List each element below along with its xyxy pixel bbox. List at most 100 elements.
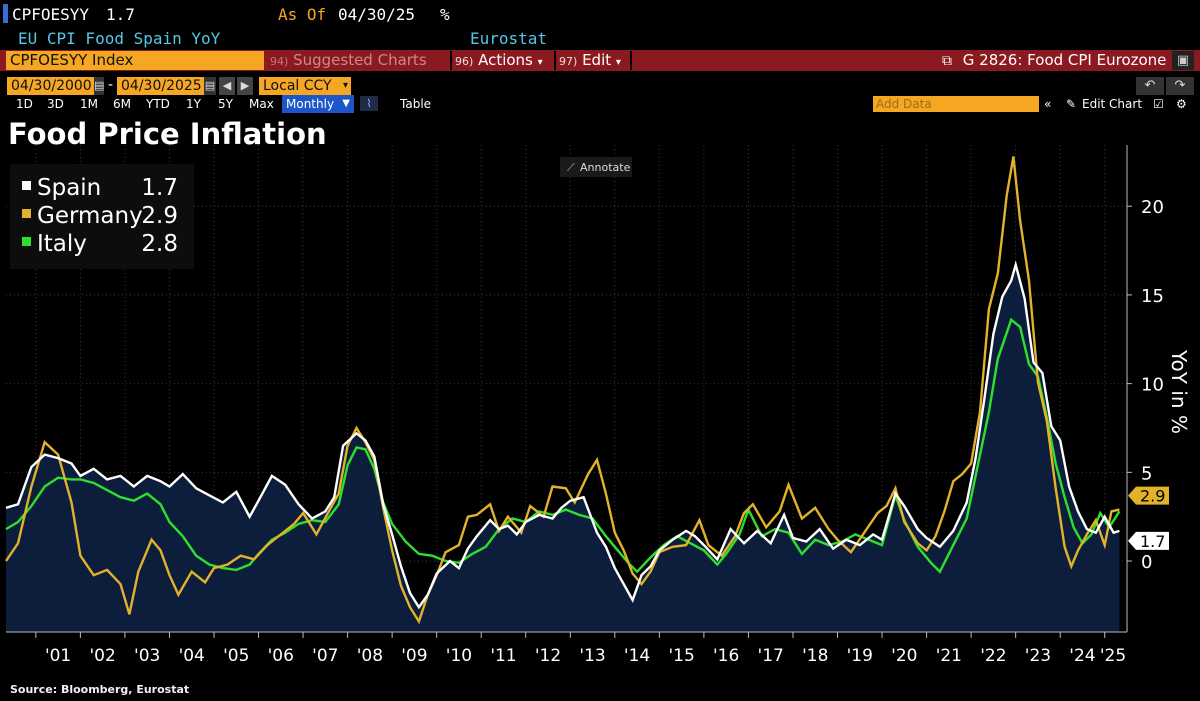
period-6m[interactable]: 6M <box>113 97 131 111</box>
table-button[interactable]: Table <box>400 97 432 111</box>
period-3d[interactable]: 3D <box>47 97 64 111</box>
end-date-input[interactable]: 04/30/2025 <box>117 77 207 95</box>
end-calendar-icon[interactable]: ▤ <box>204 77 216 95</box>
graph-label: G 2826: Food CPI Eurozone <box>962 51 1167 69</box>
start-date-input[interactable]: 04/30/2000 <box>7 77 101 95</box>
last-value-tag <box>1128 486 1169 505</box>
maximize-icon[interactable]: ▣ <box>1172 51 1194 70</box>
x-tick-label: '06 <box>268 646 294 666</box>
period-5y[interactable]: 5Y <box>218 97 233 111</box>
chart-title: Food Price Inflation <box>8 117 327 151</box>
as-of-label: As Of <box>278 5 327 24</box>
x-tick-label: '22 <box>980 646 1006 666</box>
period-max[interactable]: Max <box>249 97 274 111</box>
date-dash: - <box>108 77 114 93</box>
index-field[interactable]: CPFOESYY Index <box>6 51 264 70</box>
divider <box>554 51 556 70</box>
last-value-text: 2.9 <box>1140 487 1165 506</box>
ticker-symbol[interactable]: CPFOESYY <box>12 5 90 24</box>
x-tick-label: '02 <box>89 646 115 666</box>
ticker-marker <box>3 4 8 23</box>
legend-label-italy: Italy <box>37 231 87 257</box>
x-tick-label: '11 <box>490 646 516 666</box>
actions-label: Actions <box>478 51 533 69</box>
prev-period-icon[interactable]: ◀ <box>219 77 235 95</box>
x-tick-label: '01 <box>45 646 71 666</box>
redo-icon[interactable]: ↷ <box>1166 77 1194 95</box>
suggested-charts-label: Suggested Charts <box>293 51 427 69</box>
last-value-tag <box>1128 531 1169 550</box>
divider <box>630 51 632 70</box>
y-tick-labels: 0 5 10 15 20 <box>1127 197 1164 573</box>
y-tick-label: 5 <box>1141 463 1152 484</box>
edit-chart-button[interactable]: Edit Chart <box>1082 97 1143 111</box>
legend-swatch-italy <box>22 237 31 246</box>
x-tick-label: '25 <box>1100 646 1126 666</box>
suggested-charts-button[interactable]: 94) Suggested Charts <box>266 51 450 70</box>
suggested-charts-number: 94) <box>270 55 289 68</box>
security-description: EU CPI Food Spain YoY <box>18 29 221 48</box>
edit-box-icon[interactable]: ☑ <box>1153 97 1164 111</box>
period-1y[interactable]: 1Y <box>186 97 201 111</box>
edit-menu[interactable]: 97) Edit ▾ <box>556 51 630 70</box>
add-data-input[interactable]: Add Data <box>873 96 1039 112</box>
period-1m[interactable]: 1M <box>80 97 98 111</box>
data-source: Eurostat <box>470 29 548 48</box>
x-tick-label: '09 <box>401 646 427 666</box>
actions-caret-icon: ▾ <box>537 57 543 68</box>
settings-gear-icon[interactable]: ⚙ <box>1176 97 1187 111</box>
x-tick-label: '20 <box>891 646 917 666</box>
line-chart-icon[interactable]: ⌇ <box>360 96 378 111</box>
ticker-value: 1.7 <box>106 5 135 24</box>
frequency-value: Monthly <box>286 97 335 111</box>
source-footnote: Source: Bloomberg, Eurostat <box>10 683 190 696</box>
description-bar: EU CPI Food Spain YoY Eurostat <box>0 28 1200 50</box>
y-tick-label: 0 <box>1141 552 1152 573</box>
annotate-pencil-icon: ⟋ <box>567 161 575 174</box>
last-value-labels: 2.9 1.7 <box>1128 486 1169 551</box>
period-bar: 1D 3D 1M 6M YTD 1Y 5Y Max Monthly ▼ ⌇ Tab… <box>0 95 1200 113</box>
currency-select[interactable]: Local CCY ▾ <box>259 77 351 95</box>
period-1d[interactable]: 1D <box>16 97 33 111</box>
undo-icon[interactable]: ↶ <box>1136 77 1164 95</box>
legend-value-spain: 1.7 <box>141 175 178 201</box>
as-of-date: 04/30/25 <box>338 5 416 24</box>
legend-swatch-germany <box>22 209 31 218</box>
legend-label-germany: Germany <box>37 203 143 229</box>
x-tick-label: '21 <box>936 646 962 666</box>
y-tick-label: 15 <box>1141 286 1164 307</box>
x-tick-label: '04 <box>179 646 205 666</box>
unit-label: % <box>440 5 450 24</box>
external-link-icon: ⧉ <box>942 53 952 69</box>
x-tick-label: '23 <box>1025 646 1051 666</box>
annotate-button[interactable]: ⟋ Annotate <box>560 157 632 177</box>
actions-menu[interactable]: 96) Actions ▾ <box>452 51 552 70</box>
actions-number: 96) <box>455 55 474 68</box>
x-tick-label: '24 <box>1069 646 1095 666</box>
divider <box>450 51 452 70</box>
x-tick-label: '15 <box>668 646 694 666</box>
spain-series-line <box>5 260 1120 610</box>
x-tick-labels: '01 '02 '03 '04 '05 '06 '07 '08 '09 '10 '11 '12 '13 '… <box>35 632 1126 666</box>
x-tick-label: '05 <box>223 646 249 666</box>
y-tick-label: 10 <box>1141 375 1164 396</box>
legend-value-italy: 2.8 <box>141 231 178 257</box>
next-period-icon[interactable]: ▶ <box>237 77 253 95</box>
legend-swatch-spain <box>22 181 31 190</box>
x-tick-label: '16 <box>713 646 739 666</box>
germany-series-line <box>5 156 1120 625</box>
start-calendar-icon[interactable]: ▤ <box>94 77 104 95</box>
x-tick-label: '17 <box>758 646 784 666</box>
collapse-icon[interactable]: « <box>1044 97 1052 111</box>
x-tick-label: '18 <box>802 646 828 666</box>
legend-label-spain: Spain <box>37 175 101 201</box>
edit-label: Edit <box>582 51 612 69</box>
frequency-select[interactable]: Monthly ▼ <box>282 95 354 113</box>
spain-area-fill <box>6 264 1120 632</box>
period-ytd[interactable]: YTD <box>146 97 170 111</box>
y-axis-title: YoY in % <box>1167 349 1191 434</box>
chart-axes <box>6 145 1128 633</box>
frequency-caret-icon: ▼ <box>342 98 350 109</box>
graph-link[interactable]: ⧉ G 2826: Food CPI Eurozone <box>942 51 1166 71</box>
